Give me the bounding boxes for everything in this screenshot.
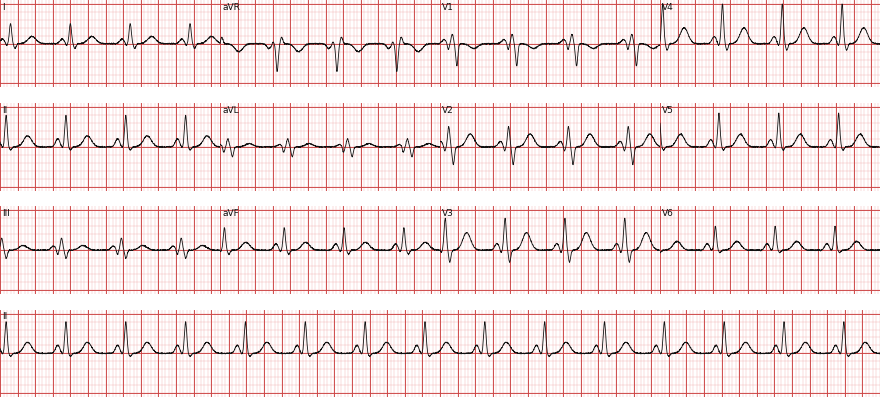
Text: aVR: aVR bbox=[222, 3, 240, 12]
Text: V4: V4 bbox=[663, 3, 674, 12]
Text: aVL: aVL bbox=[222, 106, 238, 115]
Text: V3: V3 bbox=[443, 209, 454, 218]
Text: V1: V1 bbox=[443, 3, 454, 12]
Text: I: I bbox=[2, 3, 4, 12]
Text: II: II bbox=[2, 312, 7, 321]
Text: V6: V6 bbox=[663, 209, 674, 218]
Text: V5: V5 bbox=[663, 106, 674, 115]
Text: V2: V2 bbox=[443, 106, 454, 115]
Text: aVF: aVF bbox=[222, 209, 239, 218]
Text: III: III bbox=[2, 209, 10, 218]
Text: II: II bbox=[2, 106, 7, 115]
